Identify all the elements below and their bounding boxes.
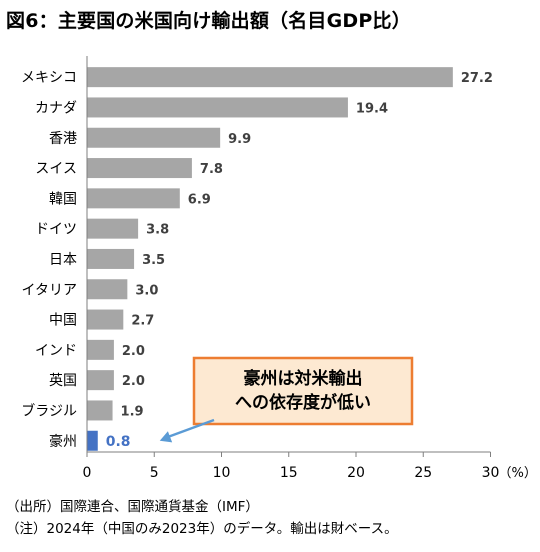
callout-text: 豪州は対米輸出 bbox=[244, 368, 363, 389]
value-label: 3.8 bbox=[146, 223, 169, 238]
bar bbox=[87, 67, 453, 88]
value-label: 0.8 bbox=[106, 434, 131, 450]
value-label: 3.0 bbox=[135, 283, 158, 298]
callout-text: への依存度が低い bbox=[235, 392, 371, 413]
category-label: ブラジル bbox=[21, 402, 77, 419]
category-label: 香港 bbox=[49, 131, 77, 147]
bar bbox=[87, 400, 113, 421]
notes: （出所）国際連合、国際通貨基金（IMF） （注）2024年（中国のみ2023年）… bbox=[6, 496, 398, 540]
category-label: 豪州 bbox=[49, 434, 77, 450]
value-label: 3.5 bbox=[142, 253, 165, 268]
category-label: イタリア bbox=[22, 282, 77, 298]
callout-arrowhead bbox=[159, 431, 173, 443]
category-label: 韓国 bbox=[49, 191, 77, 207]
bar bbox=[87, 279, 128, 300]
callout-arrow bbox=[165, 418, 215, 439]
category-label: ドイツ bbox=[35, 222, 77, 238]
x-tick-label: 0 bbox=[83, 465, 92, 481]
x-tick-label: 5 bbox=[150, 465, 159, 481]
bar bbox=[87, 309, 124, 330]
x-tick-label: 30 bbox=[482, 465, 500, 481]
category-label: メキシコ bbox=[21, 70, 77, 86]
x-tick-label: 15 bbox=[280, 465, 298, 481]
bar bbox=[87, 127, 221, 148]
chart-title: 図6：主要国の米国向け輸出額（名目GDP比） bbox=[6, 10, 411, 32]
value-label: 2.7 bbox=[131, 314, 154, 329]
bar-chart: メキシコ 27.2 カナダ 19.4 香港 9.9 スイス 7.8 韓国 6.9 ドイツ 3.8 日本 3… bbox=[21, 56, 537, 481]
category-label: スイス bbox=[35, 161, 77, 177]
category-label: インド bbox=[35, 343, 77, 359]
remark-note: （注）2024年（中国のみ2023年）のデータ。輸出は財ベース。 bbox=[6, 521, 398, 537]
bar bbox=[87, 430, 98, 451]
category-label: 英国 bbox=[49, 372, 77, 389]
value-label: 19.4 bbox=[356, 101, 388, 116]
bar bbox=[87, 97, 348, 118]
x-axis-unit: （%） bbox=[499, 466, 537, 481]
bar bbox=[87, 158, 192, 179]
category-label: 中国 bbox=[49, 313, 77, 329]
value-label: 6.9 bbox=[188, 192, 211, 207]
value-label: 1.9 bbox=[121, 404, 144, 419]
x-tick-label: 25 bbox=[414, 465, 432, 481]
category-label: 日本 bbox=[49, 252, 77, 268]
category-label: カナダ bbox=[35, 100, 77, 116]
value-label: 2.0 bbox=[122, 374, 145, 389]
value-label: 9.9 bbox=[228, 132, 251, 147]
value-label: 2.0 bbox=[122, 344, 145, 359]
bar bbox=[87, 188, 180, 209]
x-tick-label: 20 bbox=[347, 465, 365, 481]
bar bbox=[87, 339, 114, 360]
callout-box bbox=[192, 356, 414, 426]
bar bbox=[87, 248, 135, 269]
bar bbox=[87, 218, 139, 239]
source-note: （出所）国際連合、国際通貨基金（IMF） bbox=[6, 499, 259, 515]
bar bbox=[87, 370, 114, 391]
value-label: 7.8 bbox=[200, 162, 223, 177]
x-tick-label: 10 bbox=[213, 465, 231, 481]
value-label: 27.2 bbox=[461, 71, 493, 86]
